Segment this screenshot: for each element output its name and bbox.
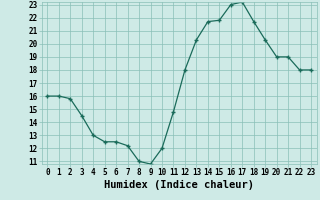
X-axis label: Humidex (Indice chaleur): Humidex (Indice chaleur) (104, 180, 254, 190)
